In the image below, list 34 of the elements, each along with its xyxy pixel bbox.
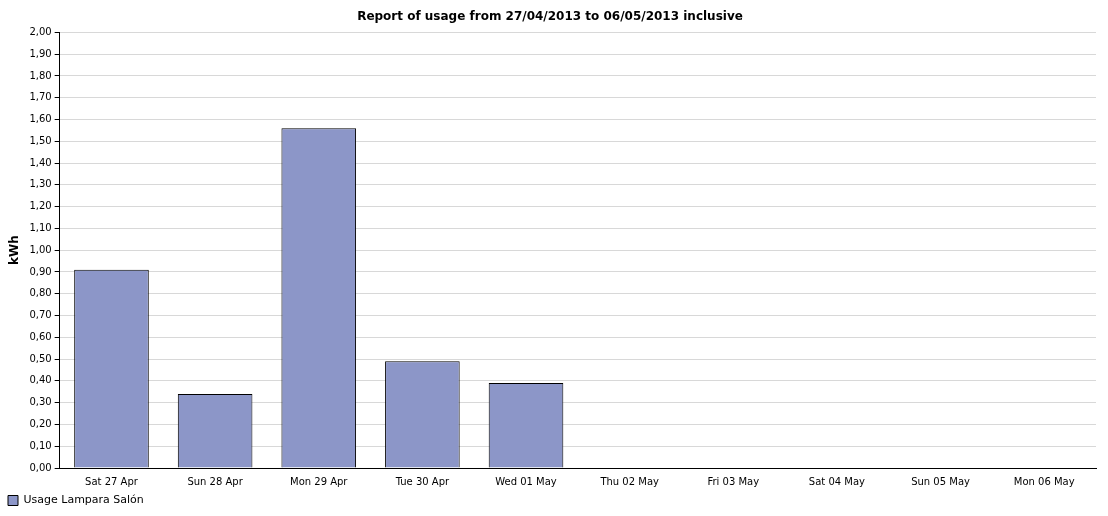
chart-title: Report of usage from 27/04/2013 to 06/05/2013 inclusive xyxy=(357,9,743,24)
y-tick-label: 1,20 xyxy=(29,200,52,212)
y-tick-label: 0,80 xyxy=(29,287,52,299)
y-tick-label: 1,30 xyxy=(29,178,52,190)
x-tick-label: Mon 29 Apr xyxy=(290,475,349,487)
y-tick-label: 0,00 xyxy=(29,461,52,473)
y-tick-label: 1,80 xyxy=(29,69,52,81)
y-tick-label: 1,70 xyxy=(29,91,52,103)
y-tick-label: 1,60 xyxy=(29,113,52,125)
x-tick-label: Mon 06 May xyxy=(1013,475,1075,487)
y-tick-label: 0,30 xyxy=(29,396,52,408)
y-tick-label: 1,00 xyxy=(29,243,52,255)
x-tick-label: Sun 28 Apr xyxy=(187,475,244,487)
x-tick-label: Wed 01 May xyxy=(495,475,557,487)
y-tick-label: 0,90 xyxy=(29,265,52,277)
legend-label: Usage Lampara Salón xyxy=(23,493,144,507)
y-tick-label: 1,90 xyxy=(29,47,52,59)
y-tick-label: 0,50 xyxy=(29,352,52,364)
y-tick-label: 0,60 xyxy=(29,330,52,342)
x-tick-label: Thu 02 May xyxy=(599,475,659,487)
y-tick-label: 0,10 xyxy=(29,439,52,451)
y-tick-label: 0,40 xyxy=(29,374,52,386)
x-tick-label: Fri 03 May xyxy=(707,475,760,487)
x-tick-label: Sun 05 May xyxy=(911,475,971,487)
x-tick-label: Tue 30 Apr xyxy=(394,475,450,487)
y-tick-label: 0,70 xyxy=(29,309,52,321)
x-tick-label: Sat 27 Apr xyxy=(85,475,139,487)
y-tick-label: 0,20 xyxy=(29,418,52,430)
y-tick-label: 1,10 xyxy=(29,222,52,234)
y-tick-label: 1,50 xyxy=(29,134,52,146)
y-axis-title: kWh xyxy=(7,235,22,266)
y-tick-label: 1,40 xyxy=(29,156,52,168)
x-tick-label: Sat 04 May xyxy=(808,475,866,487)
y-tick-label: 2,00 xyxy=(29,25,52,37)
